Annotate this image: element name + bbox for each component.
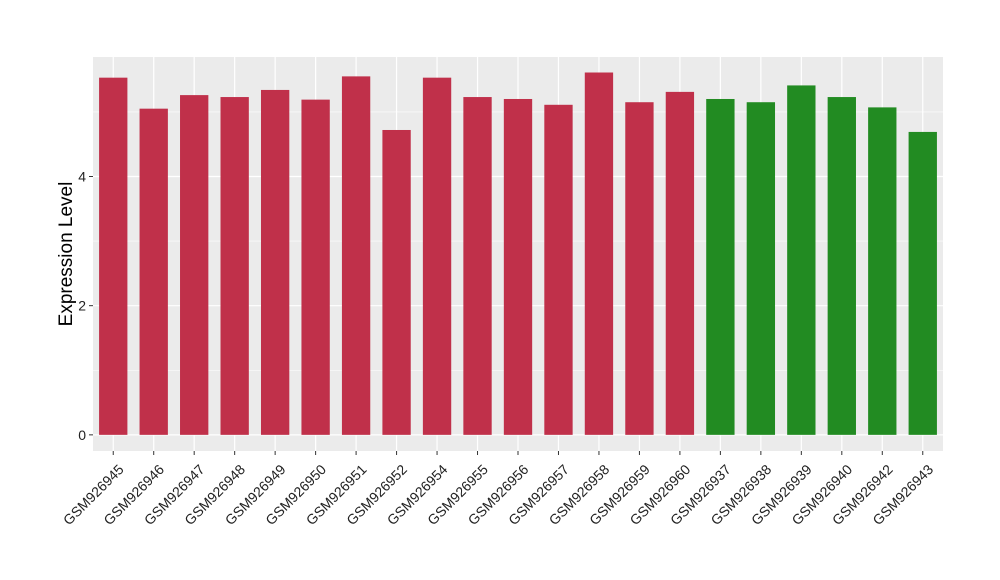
- bar: [544, 104, 573, 435]
- bar: [787, 85, 816, 435]
- bar: [180, 95, 209, 435]
- bar: [382, 129, 411, 435]
- bar: [422, 77, 452, 435]
- y-tick-label: 0: [78, 427, 86, 443]
- y-axis: 0 2 4: [78, 168, 93, 443]
- bar: [139, 108, 168, 435]
- bar: [827, 97, 856, 435]
- bar: [584, 72, 614, 435]
- bar: [220, 97, 249, 435]
- bar: [301, 99, 330, 435]
- y-axis-title: Expression Level: [56, 182, 77, 327]
- y-tick-label: 2: [78, 298, 86, 314]
- y-tick-label: 4: [78, 168, 86, 184]
- bar: [260, 89, 290, 435]
- bar: [463, 97, 492, 435]
- x-axis: GSM926945GSM926946GSM926947GSM926948GSM9…: [60, 451, 936, 528]
- bar: [746, 102, 776, 435]
- bar: [665, 91, 695, 435]
- bar: [99, 77, 128, 435]
- bar: [868, 107, 897, 435]
- bar: [908, 131, 937, 435]
- bar: [341, 76, 371, 435]
- bar: [503, 98, 533, 435]
- bar: [706, 98, 735, 435]
- bars: [99, 72, 937, 435]
- bar: [625, 102, 654, 435]
